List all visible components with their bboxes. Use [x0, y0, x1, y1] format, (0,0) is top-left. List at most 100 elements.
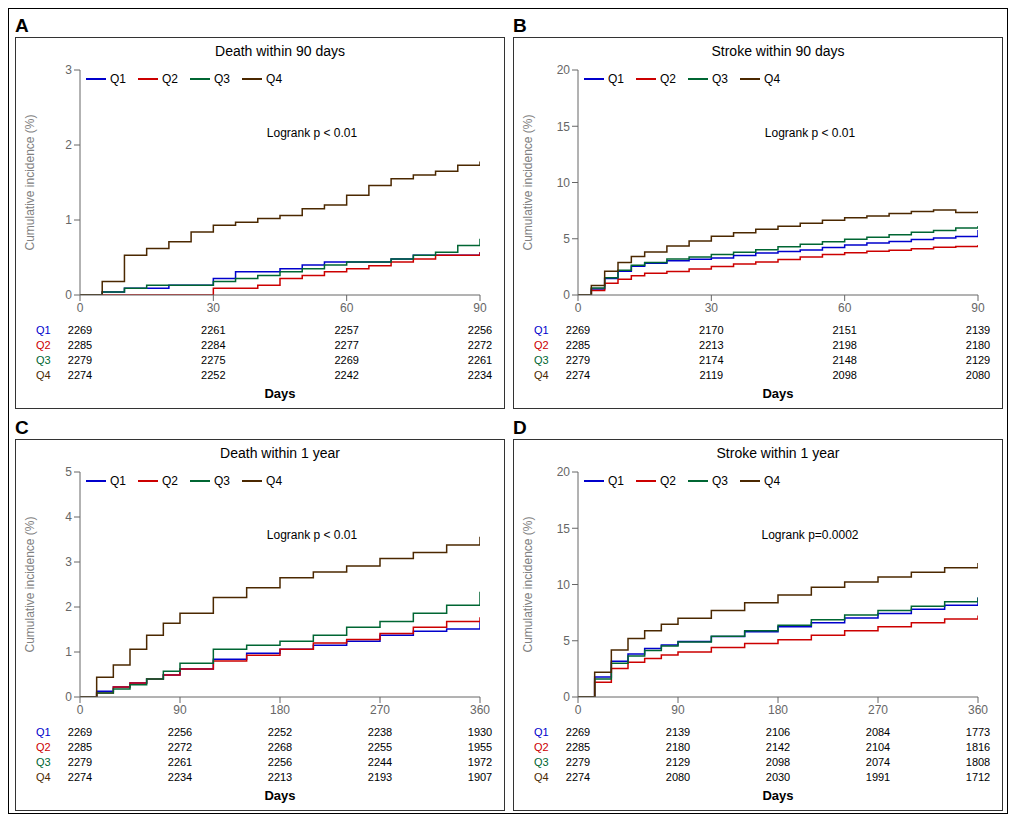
html-text:Q1: Q1 [534, 324, 549, 336]
svg-text:270: 270 [370, 703, 390, 717]
html-text:Days: Days [264, 788, 296, 803]
html-text:Q2: Q2 [660, 474, 676, 488]
html-text:2170: 2170 [699, 324, 724, 336]
html-text:Logrank p < 0.01: Logrank p < 0.01 [266, 528, 358, 542]
html-text:Q2: Q2 [162, 72, 178, 86]
svg-text:10: 10 [557, 578, 571, 592]
html-text:2151: 2151 [832, 324, 857, 336]
html-text:2242: 2242 [334, 369, 359, 381]
svg-text:0: 0 [77, 703, 84, 717]
html-text:Q4: Q4 [266, 72, 283, 86]
svg-text:270: 270 [868, 703, 888, 717]
svg-text:Cumulative incidence (%): Cumulative incidence (%) [23, 114, 37, 250]
svg-text:30: 30 [705, 301, 719, 315]
html-text:B: B [513, 15, 527, 36]
html-text:2269: 2269 [334, 354, 359, 366]
html-text:Q3: Q3 [214, 72, 230, 86]
html-text:2234: 2234 [467, 369, 493, 381]
svg-text:30: 30 [207, 301, 221, 315]
svg-text:5: 5 [65, 465, 72, 479]
svg-text:90: 90 [173, 703, 187, 717]
html-text:2274: 2274 [67, 369, 93, 381]
html-text:2269: 2269 [67, 324, 93, 336]
html-text:Q3: Q3 [712, 474, 728, 488]
html-text:Q1: Q1 [110, 474, 126, 488]
html-text:Q1: Q1 [110, 72, 126, 86]
svg-text:60: 60 [838, 301, 852, 315]
html-text:2269: 2269 [565, 324, 591, 336]
html-text:Q4: Q4 [266, 474, 283, 488]
svg-text:Cumulative incidence (%): Cumulative incidence (%) [23, 516, 37, 652]
svg-text:1: 1 [65, 645, 72, 659]
html-text:Days: Days [762, 788, 794, 803]
svg-text:360: 360 [470, 703, 490, 717]
svg-text:15: 15 [557, 522, 571, 536]
html-text:Q4: Q4 [764, 72, 781, 86]
svg-text:5: 5 [563, 232, 570, 246]
svg-text:20: 20 [557, 465, 571, 479]
svg-text:2: 2 [65, 138, 72, 152]
svg-text:Cumulative incidence (%): Cumulative incidence (%) [521, 114, 535, 250]
svg-text:0: 0 [575, 703, 582, 717]
html-text:Days: Days [264, 386, 296, 401]
html-text:Stroke within 90 days: Stroke within 90 days [711, 43, 845, 59]
svg-text:0: 0 [65, 288, 72, 302]
html-text:C: C [15, 417, 29, 438]
html-text:Q2: Q2 [534, 339, 549, 351]
html-text:2275: 2275 [201, 354, 226, 366]
html-text:Stroke within 1 year: Stroke within 1 year [716, 445, 840, 461]
html-text:2261: 2261 [201, 324, 226, 336]
svg-text:90: 90 [473, 301, 487, 315]
html-text:Q4: Q4 [36, 369, 51, 381]
html-text:Q4: Q4 [764, 474, 781, 488]
svg-text:0: 0 [563, 690, 570, 704]
html-text:Logrank p < 0.01: Logrank p < 0.01 [764, 126, 856, 140]
html-text:2284: 2284 [201, 339, 226, 351]
svg-text:0: 0 [65, 690, 72, 704]
svg-text:3: 3 [65, 555, 72, 569]
html-text:2139: 2139 [965, 324, 991, 336]
svg-text:90: 90 [671, 703, 685, 717]
svg-text:10: 10 [557, 176, 571, 190]
html-text:2277: 2277 [334, 339, 359, 351]
svg-text:0: 0 [77, 301, 84, 315]
html-text:Q3: Q3 [214, 474, 230, 488]
svg-text:90: 90 [971, 301, 985, 315]
svg-text:20: 20 [557, 63, 571, 77]
html-text:Q1: Q1 [608, 72, 624, 86]
html-text:Q3: Q3 [36, 354, 51, 366]
html-text:2257: 2257 [334, 324, 359, 336]
html-text:2261: 2261 [467, 354, 493, 366]
svg-text:360: 360 [968, 703, 988, 717]
svg-text:1: 1 [65, 213, 72, 227]
svg-text:60: 60 [340, 301, 354, 315]
svg-text:5: 5 [563, 634, 570, 648]
html-text:Q1: Q1 [36, 324, 51, 336]
svg-text:3: 3 [65, 63, 72, 77]
html-text:2256: 2256 [467, 324, 493, 336]
html-text:Logrank p=0.0002: Logrank p=0.0002 [761, 528, 859, 542]
html-text:Q2: Q2 [162, 474, 178, 488]
html-text:2272: 2272 [467, 339, 493, 351]
html-text:2252: 2252 [201, 369, 226, 381]
svg-text:15: 15 [557, 120, 571, 134]
svg-text:4: 4 [65, 510, 72, 524]
html-text:A: A [15, 15, 29, 36]
html-text:Logrank p < 0.01: Logrank p < 0.01 [266, 126, 358, 140]
html-text:Q2: Q2 [660, 72, 676, 86]
html-text:D: D [513, 417, 527, 438]
html-text:Q2: Q2 [36, 339, 51, 351]
html-text:Q1: Q1 [608, 474, 624, 488]
html-text:Death within 1 year: Death within 1 year [220, 445, 340, 461]
svg-text:2: 2 [65, 600, 72, 614]
html-text:Days: Days [762, 386, 794, 401]
html-text:2285: 2285 [67, 339, 93, 351]
svg-text:0: 0 [563, 288, 570, 302]
html-text:Q3: Q3 [712, 72, 728, 86]
html-text:2279: 2279 [67, 354, 93, 366]
svg-text:180: 180 [270, 703, 290, 717]
svg-text:0: 0 [575, 301, 582, 315]
svg-text:Cumulative incidence (%): Cumulative incidence (%) [521, 516, 535, 652]
svg-text:180: 180 [768, 703, 788, 717]
html-text:Death within 90 days: Death within 90 days [215, 43, 345, 59]
